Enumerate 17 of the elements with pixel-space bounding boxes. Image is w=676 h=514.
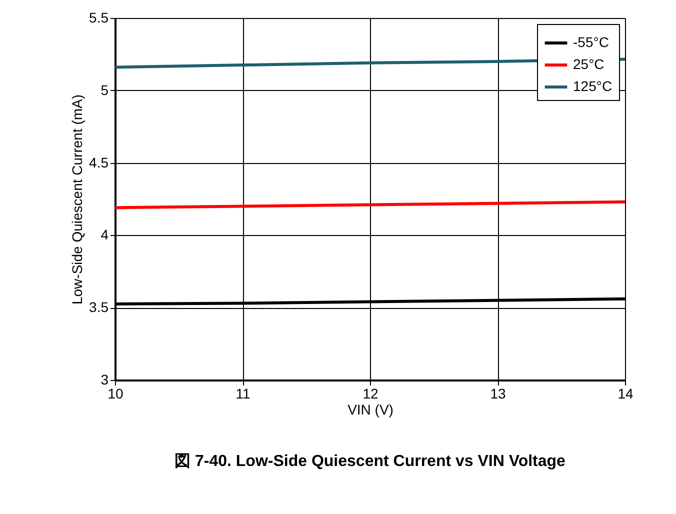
x-tick-label: 10 xyxy=(108,386,124,402)
caption: 図 7-40. Low-Side Quiescent Current vs VIN Voltage xyxy=(174,453,566,470)
legend-label: 125°C xyxy=(573,78,612,94)
y-tick-label: 5.5 xyxy=(89,10,109,26)
y-tick-label: 5 xyxy=(100,82,109,98)
y-tick-label: 4 xyxy=(100,226,109,243)
y-axis-title: Low-Side Quiescent Current (mA) xyxy=(69,94,86,305)
y-tick-label: 4.5 xyxy=(89,154,109,170)
y-tick-label: 3 xyxy=(100,372,109,388)
x-tick-label: 13 xyxy=(490,386,506,402)
y-tick-label: 3.5 xyxy=(89,299,109,316)
x-axis-title: VIN (V) xyxy=(348,402,394,418)
x-tick-label: 12 xyxy=(362,386,378,402)
x-tick-label: 11 xyxy=(236,386,250,402)
legend-label: -55°C xyxy=(573,34,609,50)
legend-label: 25°C xyxy=(573,56,604,72)
x-tick-label: 14 xyxy=(618,386,634,402)
